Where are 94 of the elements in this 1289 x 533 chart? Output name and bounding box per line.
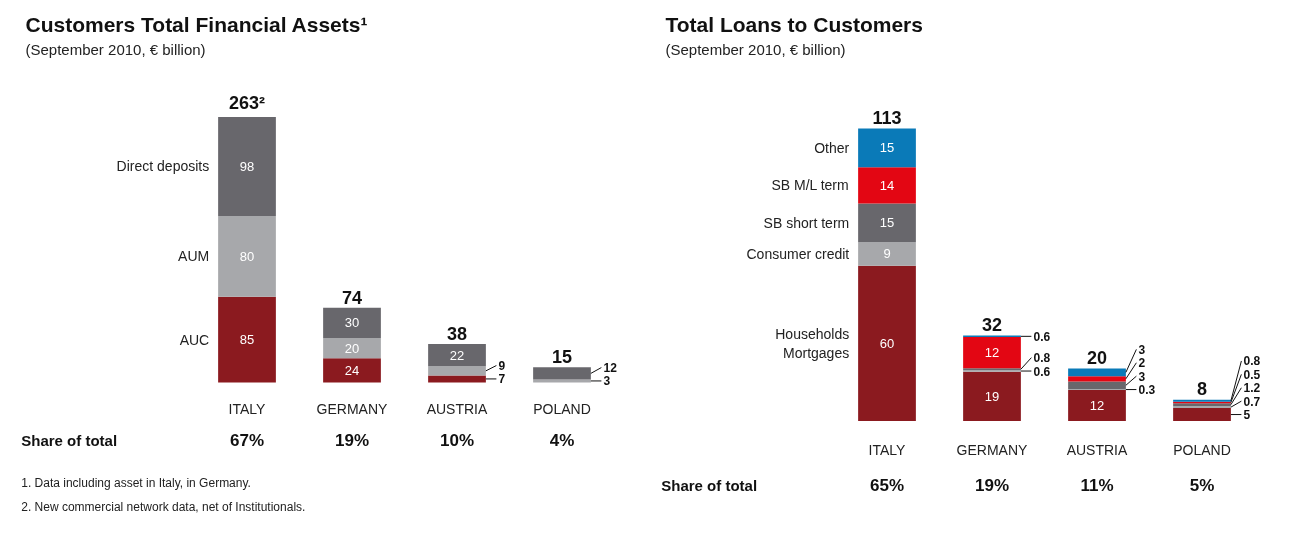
bar — [533, 367, 591, 380]
series-label: Consumer credit — [746, 245, 850, 262]
bar — [218, 116, 276, 216]
data-label: 7 — [498, 372, 506, 387]
bar — [1068, 381, 1126, 390]
x-tick-label: AUSTRIA — [1066, 442, 1128, 459]
bar — [533, 379, 591, 383]
bar — [218, 215, 276, 297]
bar — [858, 265, 916, 422]
data-label: 0.6 — [1033, 364, 1051, 379]
x-tick-label: ITALY — [868, 442, 907, 459]
chart-title: Customers Total Financial Assets¹ — [25, 12, 368, 36]
data-label: 60 — [879, 335, 895, 351]
x-tick-label: GERMANY — [956, 442, 1029, 459]
total-label: 38 — [446, 324, 468, 345]
bar — [858, 242, 916, 266]
data-label: 19 — [984, 388, 1000, 404]
bar — [963, 337, 1021, 369]
series-label: Direct deposits — [116, 158, 210, 175]
x-tick-label: ITALY — [228, 401, 267, 418]
text: 19% — [334, 431, 370, 451]
data-label: 12 — [1089, 397, 1105, 413]
bar — [1068, 376, 1126, 382]
bar — [1068, 368, 1126, 377]
data-label: 9 — [498, 359, 506, 374]
bar — [858, 128, 916, 168]
data-label: 3 — [1138, 342, 1146, 357]
bar — [323, 338, 381, 359]
total-label: 8 — [1196, 379, 1208, 400]
text: 10% — [439, 431, 475, 451]
data-label: 80 — [239, 248, 255, 264]
text: 65% — [869, 475, 905, 495]
series-label: Other — [814, 139, 850, 156]
data-label: 24 — [344, 362, 360, 378]
data-label: 0.3 — [1138, 383, 1156, 398]
total-label: 113 — [872, 108, 902, 129]
series-label: SB M/L term — [771, 177, 849, 194]
data-label: 0.5 — [1243, 367, 1261, 382]
series-label: AUM — [178, 248, 210, 265]
bar — [323, 307, 381, 339]
bar — [428, 375, 486, 383]
data-label: 15 — [879, 215, 895, 231]
data-label: 0.8 — [1033, 351, 1051, 366]
data-label: 0.7 — [1243, 394, 1261, 409]
text: Share of total — [21, 432, 118, 450]
total-label: 20 — [1086, 348, 1108, 369]
bar — [428, 344, 486, 367]
bar — [858, 167, 916, 204]
chart-subtitle: (September 2010, € billion) — [25, 40, 206, 58]
text: Share of total — [661, 476, 758, 494]
text: 19% — [974, 475, 1010, 495]
bar — [858, 203, 916, 243]
x-tick-label: POLAND — [1173, 442, 1231, 459]
chart-title: Total Loans to Customers — [665, 12, 923, 36]
data-label: 3 — [603, 374, 611, 389]
data-label: 12 — [984, 345, 1000, 361]
bar — [428, 366, 486, 376]
data-label: 0.8 — [1243, 354, 1261, 369]
series-label: Households Mortgages — [775, 325, 850, 361]
data-label: 14 — [879, 177, 895, 193]
total-label: 74 — [341, 287, 363, 308]
text: 11% — [1080, 475, 1114, 495]
series-label: SB short term — [763, 214, 850, 231]
data-label: 15 — [879, 140, 895, 156]
data-label: 20 — [344, 340, 360, 356]
bar — [323, 358, 381, 383]
bar — [1068, 389, 1126, 422]
text: 67% — [229, 431, 265, 451]
x-tick-label: AUSTRIA — [426, 401, 488, 418]
chart-subtitle: (September 2010, € billion) — [665, 40, 846, 58]
text: 2. New commercial network data, net of Institutionals. — [21, 500, 306, 515]
text: 4% — [549, 431, 575, 451]
bar — [1173, 408, 1231, 422]
data-label: 2 — [1138, 356, 1146, 371]
data-label: 98 — [239, 158, 255, 174]
data-label: 30 — [344, 315, 360, 331]
text: 1. Data including asset in Italy, in Germany. — [21, 476, 251, 491]
series-label: AUC — [179, 331, 210, 348]
bar — [218, 296, 276, 383]
data-label: 0.6 — [1033, 329, 1051, 344]
x-tick-label: GERMANY — [316, 401, 389, 418]
data-label: 12 — [603, 361, 618, 376]
data-label: 1.2 — [1243, 381, 1261, 396]
data-label: 85 — [239, 332, 255, 348]
bar — [963, 371, 1021, 422]
x-tick-label: POLAND — [533, 401, 591, 418]
data-label: 9 — [883, 246, 891, 262]
total-label: 32 — [981, 315, 1003, 336]
data-label: 3 — [1138, 369, 1146, 384]
data-label: 5 — [1243, 408, 1251, 423]
text: 5% — [1189, 475, 1215, 495]
total-label: 263² — [228, 93, 266, 114]
data-label: 22 — [449, 347, 465, 363]
total-label: 15 — [551, 347, 573, 368]
